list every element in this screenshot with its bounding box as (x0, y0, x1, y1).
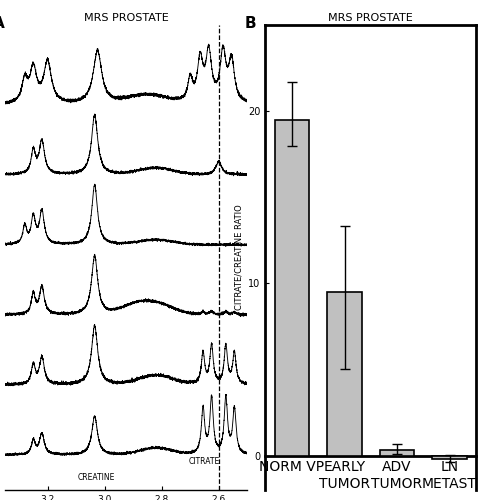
Text: CREATINE: CREATINE (77, 472, 115, 482)
Bar (275, 120, 309, 456)
Text: A: A (0, 16, 4, 30)
Bar (327, 292, 361, 456)
Bar (379, 450, 413, 456)
Y-axis label: CITRATE/CREATINE RATIO: CITRATE/CREATINE RATIO (235, 204, 243, 310)
Title: MRS PROSTATE: MRS PROSTATE (84, 13, 168, 23)
Text: B: B (244, 16, 255, 30)
Text: CITRATE: CITRATE (189, 457, 220, 466)
Title: MRS PROSTATE: MRS PROSTATE (328, 13, 412, 23)
Bar (432, 456, 466, 459)
